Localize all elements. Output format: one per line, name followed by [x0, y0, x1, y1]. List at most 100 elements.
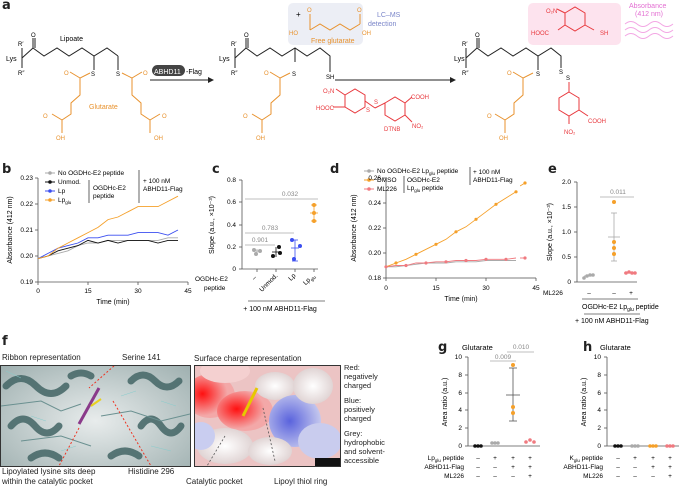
- svg-text:+ 100 nM: + 100 nM: [473, 169, 500, 176]
- svg-text:OH: OH: [256, 136, 265, 142]
- svg-text:Lpglu peptide: Lpglu peptide: [428, 455, 465, 463]
- svg-text:Lpglu: Lpglu: [302, 272, 317, 287]
- svg-text:Glutarate: Glutarate: [462, 343, 493, 352]
- panel-d-line-chart: No OGDHc-E2 Lpglu peptide DMSO ML226 OGD…: [351, 167, 520, 303]
- svg-text:OH: OH: [154, 136, 163, 142]
- svg-text:DTNB: DTNB: [384, 127, 400, 133]
- svg-text:ABHD11-Flag: ABHD11-Flag: [563, 464, 603, 471]
- svg-text:0: 0: [458, 443, 462, 450]
- svg-text:1.0: 1.0: [562, 229, 571, 236]
- svg-text:OH: OH: [362, 31, 371, 37]
- svg-text:ML226: ML226: [444, 473, 464, 480]
- svg-text:+: +: [651, 464, 655, 471]
- svg-text:+: +: [668, 455, 672, 462]
- svg-text:OGDHc-E2: OGDHc-E2: [407, 177, 440, 184]
- svg-text:15: 15: [432, 285, 440, 292]
- svg-text:2: 2: [458, 425, 462, 432]
- svg-text:2: 2: [597, 425, 601, 432]
- svg-text:6: 6: [597, 390, 601, 397]
- legend-grey: Grey: hydrophobic and solvent- accessibl…: [344, 429, 385, 465]
- lcms-box: [288, 3, 363, 45]
- svg-text:O: O: [507, 71, 512, 77]
- svg-text:15: 15: [84, 288, 92, 295]
- svg-text:8: 8: [597, 372, 601, 379]
- svg-text:2.0: 2.0: [562, 179, 571, 186]
- svg-text:HOOC: HOOC: [316, 106, 335, 112]
- svg-text:+: +: [511, 464, 515, 471]
- panel-label-c: c: [212, 162, 220, 177]
- svg-text:Lp: Lp: [287, 272, 297, 282]
- svg-text:O: O: [64, 71, 69, 77]
- svg-text:COOH: COOH: [588, 119, 606, 125]
- svg-text:+: +: [511, 455, 515, 462]
- svg-text:1.5: 1.5: [562, 204, 571, 211]
- panel-g-scatter: Glutarate 0.010 0.009 0 2 4 6 8 10 Area …: [424, 343, 540, 480]
- svg-text:0.901: 0.901: [252, 237, 269, 244]
- svg-text:O: O: [264, 71, 269, 77]
- svg-text:30: 30: [482, 285, 490, 292]
- svg-text:O: O: [357, 8, 362, 14]
- svg-text:4: 4: [458, 407, 462, 414]
- svg-text:ABHD11: ABHD11: [154, 69, 181, 76]
- svg-text:–: –: [476, 473, 480, 480]
- histidine-label: Histidine 296: [128, 467, 175, 476]
- svg-text:-Flag: -Flag: [186, 69, 202, 76]
- svg-text:O₂N: O₂N: [323, 89, 334, 95]
- svg-text:R′: R′: [18, 42, 24, 48]
- svg-text:ML226: ML226: [377, 186, 397, 193]
- svg-text:+: +: [629, 290, 633, 297]
- svg-text:4: 4: [597, 407, 601, 414]
- svg-text:+: +: [668, 473, 672, 480]
- svg-text:Lys: Lys: [219, 56, 230, 63]
- svg-text:–: –: [511, 473, 515, 480]
- svg-text:Absorbance: Absorbance: [629, 3, 666, 10]
- svg-text:Free glutarate: Free glutarate: [311, 38, 355, 45]
- lipoyl-ring-label: Lipoyl thiol ring: [274, 477, 328, 486]
- svg-text:SH: SH: [600, 31, 608, 37]
- svg-text:DMSO: DMSO: [377, 177, 397, 184]
- panel-label-e: e: [548, 162, 557, 177]
- svg-text:R′: R′: [462, 42, 468, 48]
- svg-text:R″: R″: [18, 71, 25, 77]
- svg-text:S: S: [536, 72, 540, 78]
- svg-text:0.22: 0.22: [368, 225, 381, 232]
- legend-blue: Blue: positively charged: [344, 396, 375, 423]
- svg-text:Glutarate: Glutarate: [89, 104, 118, 111]
- svg-text:–: –: [616, 473, 620, 480]
- svg-text:30: 30: [134, 288, 142, 295]
- surface-legend: Red: negatively charged Blue: positively…: [344, 363, 385, 465]
- svg-text:S: S: [559, 70, 563, 76]
- svg-text:S: S: [566, 76, 570, 82]
- panel-d-right-edge: 45: [520, 181, 540, 292]
- svg-text:OGDHc-E2: OGDHc-E2: [93, 185, 126, 192]
- svg-text:0.011: 0.011: [610, 189, 626, 196]
- svg-text:0.22: 0.22: [20, 201, 33, 208]
- panel-b-line-chart: No OGDHc-E2 peptide Unmod. Lp Lpglu OGDH…: [7, 170, 192, 306]
- panel-e-scatter: 0 0.5 1.0 1.5 2.0 Slope (a.u., ×10⁻³) 0.…: [543, 179, 659, 325]
- svg-text:+: +: [528, 455, 532, 462]
- svg-text:HOOC: HOOC: [531, 31, 550, 37]
- svg-text:Lys: Lys: [6, 56, 17, 63]
- svg-text:(412 nm): (412 nm): [635, 11, 663, 18]
- svg-text:0.009: 0.009: [495, 354, 512, 361]
- svg-text:0.23: 0.23: [20, 175, 33, 182]
- svg-text:–: –: [476, 464, 480, 471]
- lysine-label-line-1: Lipoylated lysine sits deep: [2, 467, 96, 476]
- lysine-label: Lipoylated lysine sits deep within the c…: [2, 467, 95, 487]
- svg-text:+: +: [633, 455, 637, 462]
- svg-text:+: +: [528, 473, 532, 480]
- svg-text:0.19: 0.19: [20, 279, 33, 286]
- svg-text:LC–MS: LC–MS: [377, 12, 401, 19]
- svg-text:Area ratio (a.u.): Area ratio (a.u.): [581, 378, 588, 427]
- svg-text:+ 100 nM ABHD11-Flag: + 100 nM ABHD11-Flag: [243, 306, 317, 313]
- svg-text:detection: detection: [368, 21, 397, 28]
- svg-text:O: O: [487, 114, 492, 120]
- svg-text:0: 0: [384, 285, 388, 292]
- svg-text:10: 10: [594, 354, 602, 361]
- svg-text:0.2: 0.2: [227, 244, 236, 251]
- svg-text:–: –: [476, 455, 480, 462]
- svg-text:–: –: [633, 473, 637, 480]
- svg-text:+: +: [296, 10, 301, 19]
- svg-text:Time (min): Time (min): [444, 296, 477, 303]
- svg-text:–: –: [651, 473, 655, 480]
